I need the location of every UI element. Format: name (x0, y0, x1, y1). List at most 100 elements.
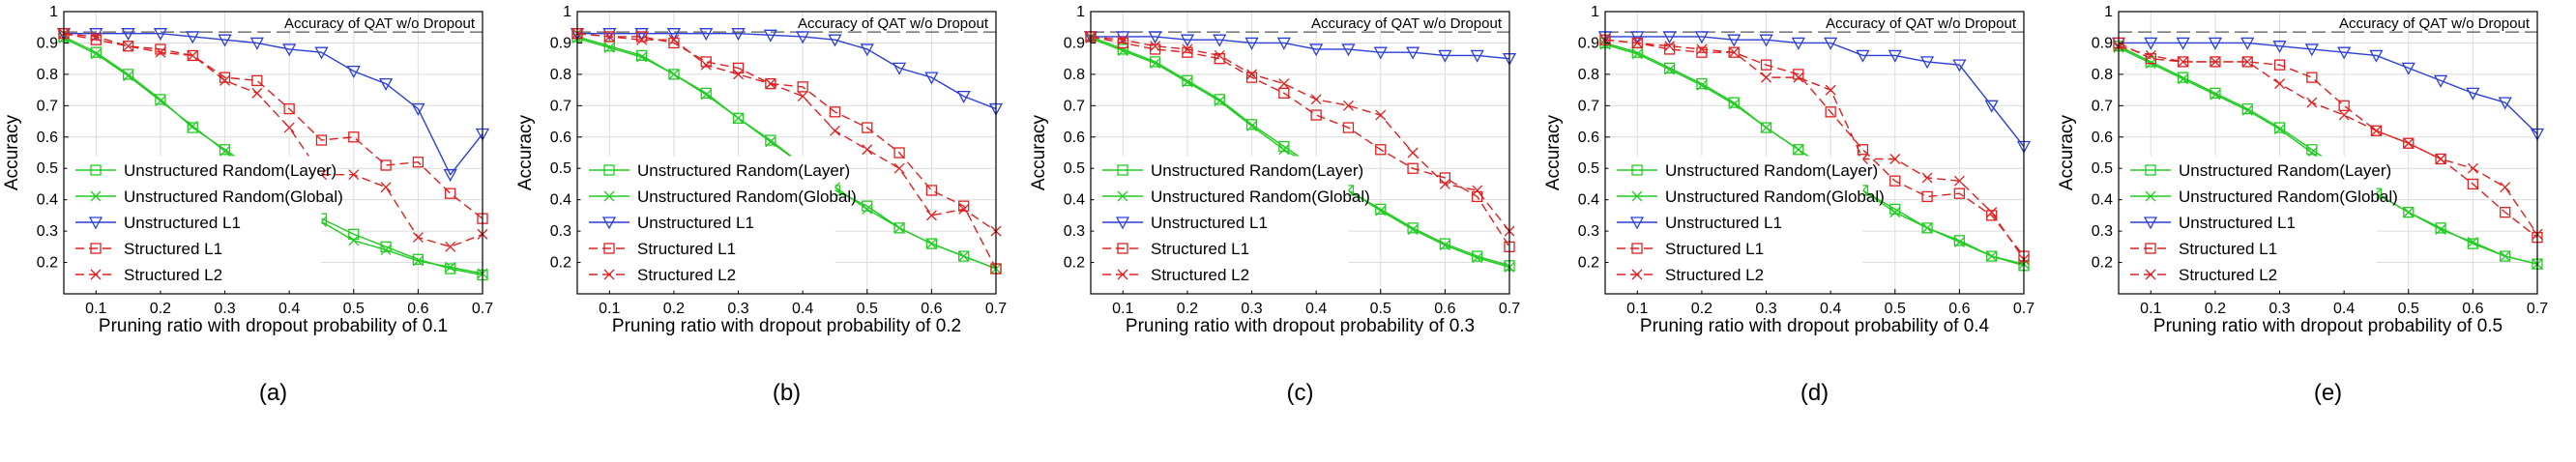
data-point (2178, 73, 2189, 85)
data-point (862, 144, 873, 156)
data-point (2273, 122, 2286, 133)
y-tick-label: 0.3 (1064, 223, 1085, 240)
x-tick-label: 0.1 (85, 301, 106, 317)
legend-marker (1631, 190, 1643, 202)
x-tick-label: 0.1 (599, 301, 620, 317)
data-point (666, 28, 682, 42)
data-point (862, 122, 873, 133)
legend-marker (1115, 217, 1130, 230)
data-point (2500, 250, 2511, 262)
data-point (1309, 43, 1324, 57)
legend-marker (1117, 190, 1128, 202)
legend-label: Unstructured Random(Layer) (1151, 161, 1363, 180)
y-axis-label: Accuracy (2057, 114, 2077, 190)
series-line-unstructured-l1 (1091, 36, 1510, 60)
legend-marker (2143, 217, 2158, 230)
data-point (186, 31, 200, 44)
y-tick-label: 0.7 (2092, 98, 2113, 114)
data-point (1889, 207, 1901, 218)
chart-panel-2: 0.1 0.2 0.3 0.4 0.5 0.6 0.7 0.2 0.3 0.4 0.5 0.6 0.7 0… (515, 4, 1007, 406)
x-axis-label: Pruning ratio with dropout probability o… (2153, 316, 2503, 336)
data-point (1278, 78, 1290, 90)
data-point (1438, 49, 1452, 63)
x-tick-label: 0.5 (2398, 301, 2419, 317)
data-point (315, 134, 328, 146)
data-point (1405, 46, 1420, 60)
y-tick-label: 0.6 (37, 130, 58, 146)
data-point (2241, 56, 2253, 68)
data-point (153, 28, 168, 42)
x-tick-label: 0.1 (1626, 301, 1648, 317)
legend-marker (90, 164, 102, 176)
y-tick-label: 0.4 (37, 192, 58, 209)
y-tick-label: 1 (49, 4, 58, 20)
data-point (1439, 178, 1450, 189)
x-axis-label: Pruning ratio with dropout probability o… (1126, 316, 1475, 336)
data-point (1276, 37, 1291, 50)
axes-box (576, 11, 997, 295)
y-tick-label: 0.5 (1578, 160, 1599, 177)
data-point (155, 94, 166, 105)
legend-label: Structured L1 (1151, 240, 1249, 258)
legend-label: Unstructured Random(Layer) (1665, 161, 1878, 180)
chart-panel-4: 0.1 0.2 0.3 0.4 0.5 0.6 0.7 0.2 0.3 0.4 0.5 0.6 0.7 0… (1543, 4, 2034, 406)
y-tick-label: 0.2 (37, 255, 58, 272)
panel-caption: (e) (2314, 380, 2342, 406)
data-point (924, 72, 939, 85)
y-tick-label: 0.9 (37, 35, 58, 51)
legend-label: Unstructured Random(Global) (124, 188, 343, 206)
data-point (2500, 250, 2511, 262)
series-line-structured-l2 (1090, 36, 1510, 232)
y-tick-label: 0.8 (1578, 67, 1599, 83)
data-point (220, 145, 230, 157)
data-point (445, 188, 456, 199)
x-tick-label: 0.3 (727, 301, 748, 317)
data-point (797, 91, 808, 102)
data-point (1825, 84, 1836, 96)
data-point (2467, 162, 2478, 174)
data-point (1439, 172, 1451, 184)
reference-label: Accuracy of QAT w/o Dropout (1826, 15, 2017, 32)
y-tick-label: 0.9 (1064, 35, 1085, 51)
panel-caption: (a) (259, 380, 287, 406)
data-point (411, 102, 425, 116)
data-point (283, 122, 295, 133)
data-point (2273, 59, 2286, 71)
y-tick-label: 0.9 (2092, 35, 2113, 51)
data-point (1244, 37, 1259, 50)
data-point (1760, 59, 1772, 71)
legend: Unstructured Random(Layer) Unstructured R… (1094, 156, 1370, 291)
y-tick-label: 0.8 (2092, 67, 2113, 83)
data-point (1663, 62, 1676, 74)
data-point (2403, 137, 2415, 149)
y-tick-label: 0.6 (2092, 130, 2113, 146)
data-point (1375, 109, 1387, 121)
legend-label: Structured L1 (637, 240, 736, 258)
legend-label: Unstructured Random(Layer) (637, 161, 850, 180)
data-point (123, 41, 134, 52)
x-tick-label: 0.4 (1305, 301, 1327, 317)
data-point (2241, 104, 2253, 116)
data-point (2467, 237, 2478, 247)
data-point (2241, 102, 2253, 115)
data-point (348, 235, 360, 246)
data-point (219, 144, 231, 156)
data-point (1149, 43, 1161, 55)
data-point (380, 182, 392, 193)
axes-box (1090, 11, 1510, 295)
data-point (636, 51, 648, 63)
data-point (445, 261, 456, 273)
data-point (603, 42, 615, 53)
data-point (2306, 147, 2318, 159)
data-point (2144, 37, 2158, 50)
data-point (1245, 119, 1258, 130)
x-tick-label: 0.4 (278, 301, 300, 317)
data-point (1630, 31, 1645, 44)
data-point (90, 46, 102, 58)
x-tick-label: 0.2 (2205, 301, 2226, 317)
legend-label: Structured L1 (124, 240, 222, 258)
data-point (700, 87, 712, 100)
data-point (893, 162, 905, 174)
data-point (1407, 224, 1419, 235)
